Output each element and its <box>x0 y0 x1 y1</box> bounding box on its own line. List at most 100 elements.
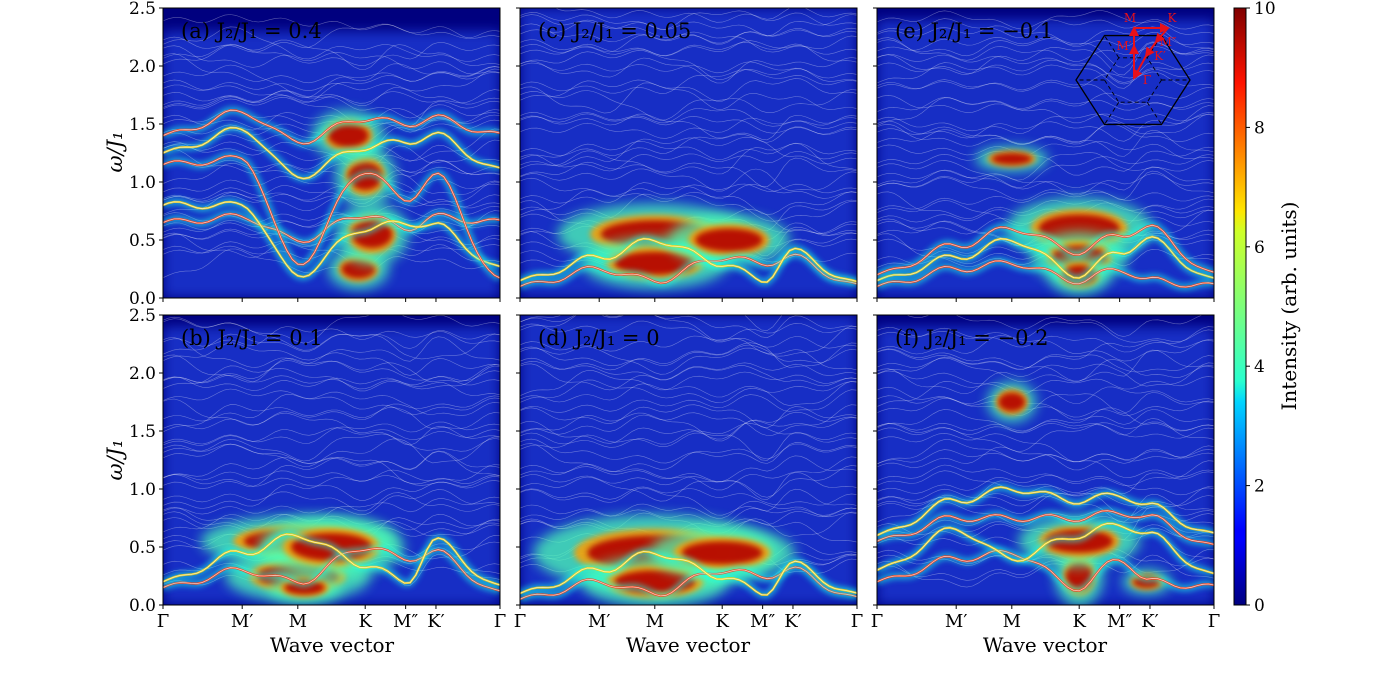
x-tick-label: K <box>1072 611 1086 632</box>
brillouin-path <box>1129 23 1170 80</box>
y-tick-label: 2.0 <box>129 57 156 77</box>
mode-trace <box>877 510 1214 545</box>
mode-trace <box>520 551 857 596</box>
colorbar-tick-label: 8 <box>1254 118 1265 138</box>
mode-trace <box>877 549 1214 592</box>
panel-label-d: (d) J₂/J₁ = 0 <box>538 326 660 350</box>
y-tick-label: 2.5 <box>129 306 156 326</box>
x-tick-label: M′ <box>945 611 968 632</box>
y-tick-label: 1.0 <box>129 173 156 193</box>
intensity-peak <box>991 153 1033 165</box>
colorbar-gradient <box>1233 7 1247 606</box>
inset-label: K′ <box>1154 49 1166 63</box>
mode-trace <box>520 566 857 600</box>
x-axis-labels: Wave vector Wave vector Wave vector <box>270 633 1108 657</box>
y-tick-label: 0.5 <box>129 538 156 558</box>
inset-label: Γ <box>1143 73 1151 87</box>
y-tick-label: 2.5 <box>129 0 156 19</box>
colorbar-tick-label: 4 <box>1254 357 1265 377</box>
spin-wave-modes <box>520 235 857 290</box>
intensity-peak <box>614 251 696 275</box>
mode-trace <box>520 253 857 287</box>
y-tick-label: 2.0 <box>129 364 156 384</box>
x-tick-label: M <box>1003 611 1021 632</box>
mode-trace <box>877 260 1214 288</box>
panel-frame <box>519 7 858 299</box>
mode-trace <box>877 224 1214 276</box>
panel-label-f: (f) J₂/J₁ = −0.2 <box>895 326 1049 350</box>
x-axis-label-3: Wave vector <box>983 633 1108 657</box>
x-tick-label: Γ <box>494 611 507 632</box>
x-tick-label: K <box>715 611 729 632</box>
panel-frame <box>162 314 501 606</box>
colorbar: 0 2 4 6 8 10 Intensity (arb. units) <box>1233 0 1301 616</box>
mode-trace <box>520 238 857 283</box>
zone-divider <box>1104 101 1120 125</box>
panel-a: (a) J₂/J₁ = 0.4 0.0 0.5 1.0 1.5 2.0 2.5 <box>129 0 501 309</box>
x-tick-label: Γ <box>157 611 170 632</box>
spin-wave-modes <box>163 530 500 595</box>
path-arrow <box>1154 27 1169 44</box>
inset-label: M″ <box>1160 35 1177 49</box>
mode-trace <box>877 523 1214 574</box>
spin-wave-modes <box>877 221 1214 291</box>
mode-trace <box>163 127 500 180</box>
y-axis-labels: ω/J₁ ω/J₁ <box>103 131 127 480</box>
path-arrow <box>1133 55 1147 80</box>
panel-d: (d) J₂/J₁ = 0 Γ M′ M K M″ K′ Γ <box>514 314 863 632</box>
colorbar-tick-label: 2 <box>1254 477 1265 497</box>
panel-e: (e) J₂/J₁ = −0.1 <box>873 7 1215 302</box>
colorbar-tick-label: 0 <box>1254 596 1265 616</box>
colorbar-label: Intensity (arb. units) <box>1277 202 1301 411</box>
path-arrow <box>1144 41 1157 58</box>
panels: (a) J₂/J₁ = 0.4 0.0 0.5 1.0 1.5 2.0 2.5 (c) J₂/… <box>129 0 1220 632</box>
panel-label-e: (e) J₂/J₁ = −0.1 <box>895 19 1053 43</box>
mode-trace <box>163 109 500 145</box>
mode-trace <box>163 155 500 279</box>
intensity-peak <box>695 228 763 252</box>
y-axis-label-top: ω/J₁ <box>103 131 127 172</box>
x-tick-label: M <box>289 611 307 632</box>
x-tick-label: M′ <box>588 611 611 632</box>
x-tick-label: M″ <box>393 611 418 632</box>
zone-divider <box>1104 35 1120 59</box>
x-axis-label-2: Wave vector <box>626 633 751 657</box>
panel-c: (c) J₂/J₁ = 0.05 <box>516 7 858 302</box>
panel-frame <box>876 314 1215 606</box>
x-tick-label: M″ <box>750 611 775 632</box>
x-axis-label-1: Wave vector <box>270 633 395 657</box>
intensity-peak <box>998 392 1026 412</box>
y-tick-label: 1.0 <box>129 480 156 500</box>
zone-divider <box>1146 101 1162 125</box>
panel-label-c: (c) J₂/J₁ = 0.05 <box>538 19 691 43</box>
x-tick-label: Γ <box>514 611 527 632</box>
mode-trace <box>877 486 1214 536</box>
y-tick-label: 1.5 <box>129 422 156 442</box>
inset-label: M <box>1124 11 1136 25</box>
inset-label: M′ <box>1116 39 1131 53</box>
panel-frame <box>162 7 501 299</box>
panel-b: (b) J₂/J₁ = 0.1 0.0 0.5 1.0 1.5 2.0 2.5 Γ M′ M K M″… <box>129 306 506 632</box>
spin-wave-modes <box>520 547 857 603</box>
colorbar-tick-label: 6 <box>1254 238 1265 258</box>
panel-label-a: (a) J₂/J₁ = 0.4 <box>181 19 322 43</box>
spin-wave-modes <box>877 483 1214 595</box>
mode-trace <box>163 213 500 243</box>
mode-trace <box>877 236 1214 281</box>
panel-frame <box>876 7 1215 299</box>
x-tick-label: K′ <box>1141 611 1159 632</box>
x-tick-label: K <box>358 611 372 632</box>
x-tick-label: M″ <box>1107 611 1132 632</box>
panel-frame <box>519 314 858 606</box>
y-tick-label: 1.5 <box>129 115 156 135</box>
x-tick-label: M <box>646 611 664 632</box>
colorbar-tick-label: 10 <box>1254 0 1276 19</box>
panel-f: (f) J₂/J₁ = −0.2 Γ M′ M K M″ K′ Γ <box>871 314 1220 632</box>
intensity-peak <box>328 124 369 148</box>
spin-wave-modes <box>163 106 500 282</box>
x-tick-label: Γ <box>871 611 884 632</box>
intensity-blobs <box>557 203 790 289</box>
y-tick-label: 0.0 <box>129 596 156 616</box>
inset-label: K <box>1168 11 1178 25</box>
